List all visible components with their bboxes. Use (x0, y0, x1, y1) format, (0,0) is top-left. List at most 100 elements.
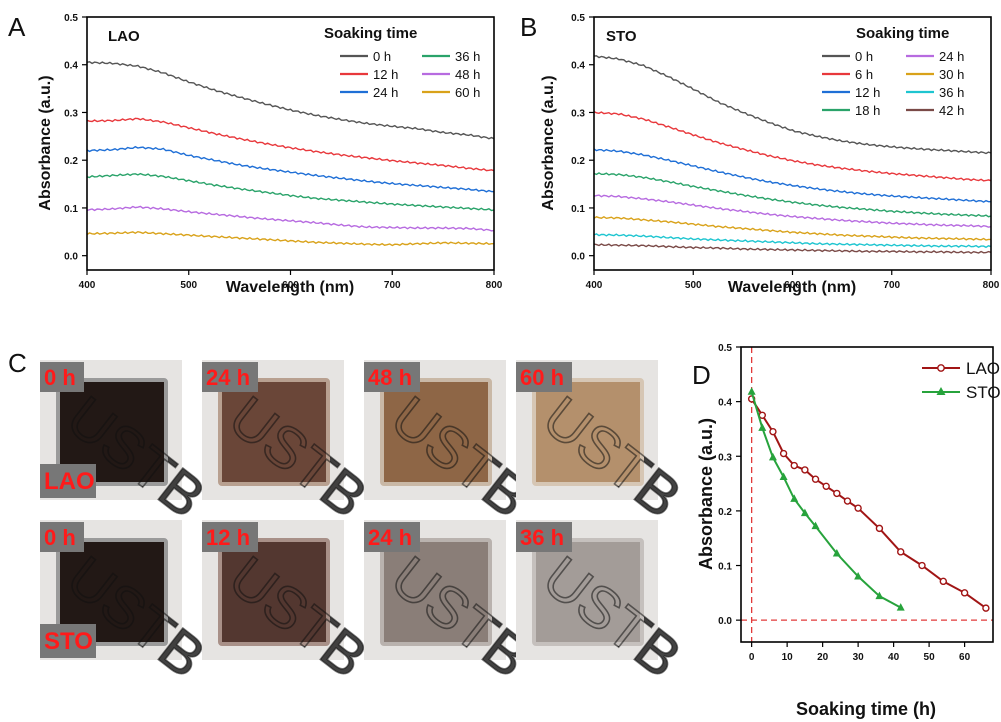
chart-a-series-line-36h (87, 174, 494, 211)
chart-b-series-line-0h (594, 56, 991, 154)
chart-a-series-line-48h (87, 206, 494, 231)
chart-b-legend-label: 36 h (939, 85, 964, 100)
chart-b-series-line-36h (594, 234, 991, 247)
chart-d-point-sto (790, 494, 798, 502)
photo-tile-lao-0h: USTBUSTB0 hLAO (40, 360, 217, 531)
chart-d-point-lao (962, 590, 968, 596)
chart-b: 400 500 600 700 800 0.0 0.1 0.2 0.3 0.4 0.5 STO So… (540, 13, 1000, 296)
chart-d-line-lao (752, 399, 986, 608)
photo-time-label: 0 h (44, 525, 76, 550)
chart-a-xtick-label: 500 (180, 280, 197, 291)
photo-tile-lao-48h: USTBUSTB48 h (364, 360, 541, 531)
photo-time-label: 48 h (368, 365, 412, 390)
chart-b-legend-label: 42 h (939, 103, 964, 118)
chart-d-point-sto (769, 453, 777, 461)
chart-d-series (748, 387, 989, 611)
chart-a-ytick-label: 0.4 (64, 61, 78, 72)
photo-sample-label: STO (44, 628, 93, 655)
chart-d-point-lao (823, 483, 829, 489)
panel-letter-d: D (692, 360, 711, 390)
chart-a-ticks: 400 500 600 700 8000.00.10.20.30.40.5 (64, 13, 503, 291)
photo-tile-sto-24h: USTBUSTB24 h (364, 520, 541, 691)
chart-b-series-line-18h (594, 173, 991, 217)
chart-b-legend-label: 24 h (939, 49, 964, 64)
chart-b-ylabel: Absorbance (a.u.) (540, 75, 557, 210)
chart-d-point-lao (781, 451, 787, 457)
photo-tile-sto-12h: USTBUSTB12 h (202, 520, 379, 691)
chart-a-legend: 0 h 12 h 24 h 36 h 48 h 60 h (340, 49, 480, 100)
chart-a-legend-label: 60 h (455, 85, 480, 100)
chart-d-xtick-label: 60 (959, 652, 971, 663)
chart-d-point-lao (876, 525, 882, 531)
chart-b-series (594, 56, 991, 253)
chart-d-xtick-label: 20 (817, 652, 829, 663)
chart-d-xtick-label: 10 (782, 652, 794, 663)
chart-d-ytick-label: 0.4 (718, 398, 732, 409)
chart-b-xtick-label: 700 (883, 280, 900, 291)
chart-b-legend-title: Soaking time (856, 25, 949, 42)
chart-d-line-sto (752, 392, 901, 608)
chart-d-point-lao (813, 476, 819, 482)
chart-b-ytick-label: 0.4 (571, 61, 585, 72)
chart-d-ytick-label: 0.1 (718, 562, 732, 573)
chart-b-ytick-label: 0.2 (571, 156, 585, 167)
photo-tile-sto-0h: USTBUSTB0 hSTO (40, 520, 217, 691)
chart-d-ytick-label: 0.0 (718, 616, 732, 627)
panel-letter-a: A (8, 12, 26, 42)
chart-d-ytick-label: 0.2 (718, 507, 732, 518)
chart-d-point-lao (834, 490, 840, 496)
chart-a-series-line-24h (87, 147, 494, 192)
chart-b-series-line-12h (594, 149, 991, 202)
chart-d-legend-label: STO (966, 383, 1001, 402)
chart-b-legend-label: 18 h (855, 103, 880, 118)
chart-a-xlabel: Wavelength (nm) (226, 279, 354, 296)
chart-b-ytick-label: 0.0 (571, 252, 585, 263)
photo-time-label: 0 h (44, 365, 76, 390)
chart-a-ytick-label: 0.3 (64, 108, 78, 119)
chart-d-point-sto (758, 423, 766, 431)
chart-a-legend-label: 12 h (373, 67, 398, 82)
photo-time-label: 12 h (206, 525, 250, 550)
chart-d-legend-marker (938, 365, 944, 371)
chart-d-point-lao (802, 467, 808, 473)
chart-d-point-lao (855, 505, 861, 511)
chart-d-ylabel: Absorbance (a.u.) (696, 418, 716, 570)
photo-time-label: 24 h (206, 365, 250, 390)
panel-letter-b: B (520, 12, 537, 42)
chart-d-ytick-label: 0.5 (718, 343, 732, 354)
photo-time-label: 36 h (520, 525, 564, 550)
chart-b-legend-label: 0 h (855, 49, 873, 64)
chart-d-xtick-label: 0 (749, 652, 755, 663)
chart-b-legend: 0 h 6 h 12 h 18 h 24 h 30 h 36 h 42 h (822, 49, 964, 118)
chart-a: 400 500 600 700 800 0.0 0.1 0.2 0.3 0.4 0.5 LAO So… (37, 13, 503, 296)
chart-b-series-line-30h (594, 217, 991, 240)
chart-b-series-line-24h (594, 195, 991, 227)
chart-a-ytick-label: 0.1 (64, 204, 78, 215)
chart-d-point-sto (748, 387, 756, 395)
chart-b-xtick-label: 400 (586, 280, 603, 291)
chart-d-point-lao (919, 563, 925, 569)
chart-d-point-lao (791, 463, 797, 469)
chart-b-legend-label: 6 h (855, 67, 873, 82)
chart-d-legend-label: LAO (966, 359, 1000, 378)
chart-d-point-lao (940, 578, 946, 584)
chart-d: 0 10 20 30 40 50 60 0.0 0.1 0.2 0.3 0.4 0.5 LAO STO S… (696, 343, 1001, 719)
chart-d-point-lao (844, 498, 850, 504)
chart-a-ytick-label: 0.2 (64, 156, 78, 167)
photo-tile-lao-60h: USTBUSTB60 h (516, 360, 693, 531)
chart-d-ytick-label: 0.3 (718, 452, 732, 463)
chart-b-legend-label: 12 h (855, 85, 880, 100)
chart-b-inset-label: STO (606, 28, 637, 45)
chart-b-xtick-label: 800 (983, 280, 1000, 291)
chart-a-legend-label: 48 h (455, 67, 480, 82)
chart-a-legend-title: Soaking time (324, 25, 417, 42)
chart-a-legend-label: 24 h (373, 85, 398, 100)
chart-a-xtick-label: 400 (79, 280, 96, 291)
chart-b-series-line-6h (594, 112, 991, 181)
photo-tile-sto-36h: USTBUSTB36 h (516, 520, 693, 691)
chart-b-ytick-label: 0.1 (571, 204, 585, 215)
chart-a-ytick-label: 0.5 (64, 13, 78, 24)
chart-d-xtick-label: 30 (853, 652, 865, 663)
chart-b-ytick-label: 0.5 (571, 13, 585, 24)
